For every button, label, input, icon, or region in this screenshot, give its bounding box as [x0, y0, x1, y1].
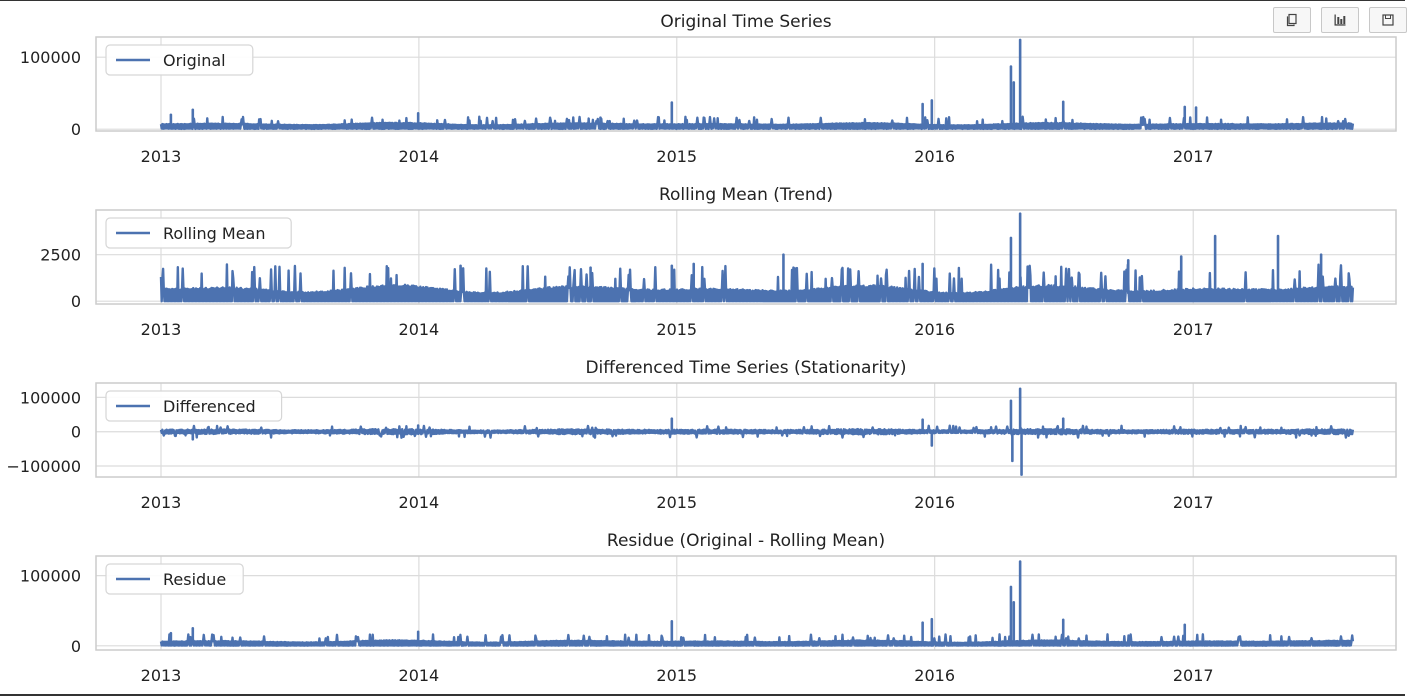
legend: Residue	[105, 563, 244, 595]
x-tick-label: 2016	[914, 320, 955, 339]
x-tick-label: 2017	[1173, 493, 1214, 512]
series-line	[159, 424, 1355, 439]
x-tick-label: 2015	[656, 147, 697, 166]
gridlines	[96, 37, 1396, 131]
axes-frame	[95, 209, 1397, 305]
legend-label: Rolling Mean	[163, 224, 266, 243]
legend: Rolling Mean	[105, 217, 292, 249]
save-icon	[1382, 14, 1394, 26]
y-tick-label: 0	[71, 423, 81, 442]
axes-frame	[95, 36, 1397, 132]
series-line	[159, 263, 1355, 303]
x-tick-label: 2013	[141, 147, 182, 166]
x-tick-label: 2015	[656, 666, 697, 685]
x-tick-label: 2015	[656, 493, 697, 512]
x-tick-label: 2013	[141, 666, 182, 685]
axes-frame	[95, 555, 1397, 651]
x-tick-label: 2014	[399, 320, 440, 339]
subplot-title: Rolling Mean (Trend)	[659, 185, 833, 205]
x-tick-label: 2013	[141, 493, 182, 512]
legend: Original	[105, 44, 254, 76]
y-tick-label: −100000	[7, 457, 81, 476]
subplot-1: Original Time Series 0 100000 2013 2014 2015 2…	[20, 12, 1397, 166]
bar-chart-icon	[1334, 14, 1346, 26]
x-tick-label: 2014	[399, 666, 440, 685]
subplot-title: Original Time Series	[660, 12, 831, 32]
legend-label: Original	[163, 51, 226, 70]
chart-button[interactable]	[1321, 7, 1359, 33]
legend-label: Residue	[163, 570, 226, 589]
x-tick-label: 2014	[399, 493, 440, 512]
cell-output-toolbar	[1273, 7, 1407, 33]
save-button[interactable]	[1369, 7, 1407, 33]
series-line	[159, 633, 1355, 647]
series-line	[159, 115, 1355, 131]
x-tick-label: 2017	[1173, 666, 1214, 685]
x-tick-label: 2016	[914, 493, 955, 512]
x-tick-label: 2015	[656, 320, 697, 339]
y-tick-label: 100000	[20, 567, 81, 586]
y-tick-label: 100000	[20, 48, 81, 67]
x-tick-label: 2016	[914, 666, 955, 685]
subplot-3: Differenced Time Series (Stationarity) −1…	[7, 358, 1397, 512]
x-tick-label: 2017	[1173, 320, 1214, 339]
legend: Differenced	[105, 390, 283, 422]
subplot-2: Rolling Mean (Trend) 0 2500 2013 2014 2015 201…	[40, 185, 1397, 339]
y-tick-label: 0	[71, 292, 81, 311]
copy-button[interactable]	[1273, 7, 1311, 33]
copy-icon	[1286, 13, 1297, 27]
subplot-4: Residue (Original - Rolling Mean) 0 100000…	[20, 531, 1397, 685]
subplot-title: Residue (Original - Rolling Mean)	[607, 531, 885, 551]
x-tick-label: 2014	[399, 147, 440, 166]
y-tick-label: 100000	[20, 388, 81, 407]
axes-frame	[95, 382, 1397, 478]
x-tick-label: 2017	[1173, 147, 1214, 166]
x-tick-label: 2016	[914, 147, 955, 166]
y-tick-label: 0	[71, 637, 81, 656]
x-tick-label: 2013	[141, 320, 182, 339]
y-tick-label: 2500	[40, 246, 81, 265]
legend-label: Differenced	[163, 397, 256, 416]
y-tick-label: 0	[71, 120, 81, 139]
subplot-title: Differenced Time Series (Stationarity)	[585, 358, 906, 378]
